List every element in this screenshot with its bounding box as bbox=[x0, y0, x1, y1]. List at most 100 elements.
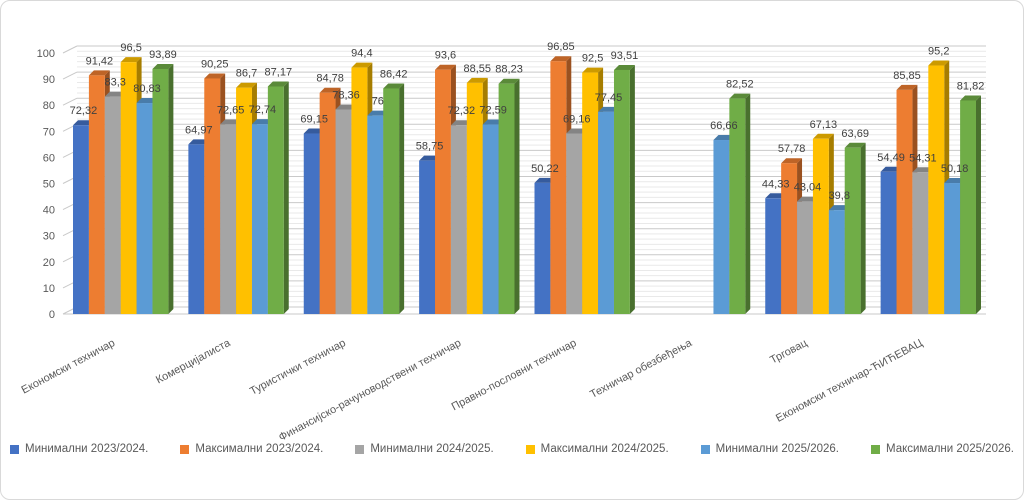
bar-front-face bbox=[828, 210, 845, 314]
value-label: 69,16 bbox=[563, 113, 591, 125]
y-axis-tick-label: 10 bbox=[43, 283, 55, 295]
legend-item-3[interactable]: Минимални 2024/2025. bbox=[355, 443, 494, 455]
bar-top-face bbox=[220, 119, 242, 125]
legend-item-4[interactable]: Максимални 2024/2025. bbox=[525, 443, 669, 455]
legend-label: Максимални 2025/2026. bbox=[885, 443, 1014, 455]
bar-top-face bbox=[152, 63, 174, 69]
value-label: 72,32 bbox=[70, 105, 98, 117]
bar-top-face bbox=[335, 104, 357, 110]
bar-top-face bbox=[613, 64, 635, 70]
bar-front-face bbox=[912, 172, 929, 314]
bar-front-face bbox=[944, 183, 961, 314]
bar-front-face bbox=[781, 163, 798, 314]
bar-front-face bbox=[351, 67, 368, 314]
value-label: 87,17 bbox=[265, 66, 293, 78]
bar[interactable] bbox=[844, 142, 866, 314]
bar-front-face bbox=[498, 83, 515, 315]
y-axis-tick-label: 80 bbox=[43, 100, 55, 112]
value-label: 72,74 bbox=[249, 104, 277, 116]
bar-side-face bbox=[399, 83, 405, 314]
bar-top-face bbox=[204, 73, 226, 79]
legend-item-6[interactable]: Максимални 2025/2026. bbox=[870, 443, 1014, 455]
bar-front-face bbox=[73, 125, 89, 314]
value-label: 66,66 bbox=[710, 120, 738, 132]
value-label: 72,32 bbox=[448, 105, 476, 117]
bar-front-face bbox=[236, 87, 252, 314]
bar-top-face bbox=[498, 78, 520, 84]
bar-top-face bbox=[104, 91, 126, 97]
bar-front-face bbox=[88, 75, 105, 314]
bar-top-face bbox=[450, 120, 472, 126]
bar-front-face bbox=[204, 78, 221, 314]
value-label: 82,52 bbox=[726, 79, 754, 91]
category-label: Комерцијалиста bbox=[154, 337, 233, 387]
value-label: 83,3 bbox=[105, 77, 126, 89]
legend-label: Минимални 2025/2026. bbox=[715, 443, 839, 455]
legend-swatch-icon bbox=[525, 444, 535, 454]
bar-side-face bbox=[168, 63, 174, 315]
bar-side-face bbox=[860, 142, 866, 314]
legend-swatch-icon bbox=[355, 444, 365, 454]
bar-top-face bbox=[896, 84, 918, 90]
wall-diagonal bbox=[62, 45, 78, 54]
value-label: 94,4 bbox=[351, 48, 372, 60]
category-label: Техничар обезбеђења bbox=[588, 337, 695, 401]
bar-side-face bbox=[283, 81, 289, 314]
value-label: 58,75 bbox=[416, 141, 444, 153]
bar-side-face bbox=[745, 93, 751, 314]
bar-front-face bbox=[383, 88, 400, 314]
y-axis-tick-label: 70 bbox=[43, 126, 55, 138]
bar-top-face bbox=[797, 196, 818, 202]
category-label: Туристички техничар bbox=[248, 337, 348, 398]
bar-front-face bbox=[613, 69, 630, 314]
bar-top-face bbox=[960, 95, 981, 101]
bar-top-face bbox=[482, 119, 504, 125]
bar-front-face bbox=[220, 124, 237, 314]
legend-item-2[interactable]: Максимални 2023/2024. bbox=[180, 443, 323, 455]
bar[interactable] bbox=[498, 78, 520, 315]
bar[interactable] bbox=[729, 93, 751, 314]
legend-swatch-icon bbox=[10, 444, 20, 454]
bar-side-face bbox=[629, 64, 635, 314]
y-axis-tick-label: 90 bbox=[43, 74, 55, 86]
value-label: 86,42 bbox=[380, 68, 408, 80]
bar-top-face bbox=[534, 177, 556, 183]
bar[interactable] bbox=[152, 63, 174, 315]
value-label: 96,5 bbox=[120, 42, 141, 54]
bar-front-face bbox=[466, 82, 483, 315]
value-label: 93,6 bbox=[435, 50, 456, 62]
bar[interactable] bbox=[613, 64, 635, 314]
value-label: 63,69 bbox=[841, 128, 869, 140]
value-label: 72,65 bbox=[217, 104, 245, 116]
bar[interactable] bbox=[267, 81, 289, 314]
bar-front-face bbox=[729, 98, 746, 314]
bar[interactable] bbox=[383, 83, 405, 314]
legend-swatch-icon bbox=[870, 444, 880, 454]
legend-item-1[interactable]: Минимални 2023/2024. bbox=[10, 443, 148, 455]
bar-top-face bbox=[319, 87, 341, 93]
bar-front-face bbox=[267, 86, 284, 314]
category-label: Финансијско-рачуноводствени техничар bbox=[277, 337, 463, 444]
legend-swatch-icon bbox=[700, 444, 710, 454]
bar[interactable] bbox=[960, 95, 981, 314]
value-label: 93,51 bbox=[611, 50, 639, 62]
bar-top-face bbox=[880, 166, 902, 172]
bar-front-face bbox=[928, 65, 945, 314]
bar-front-face bbox=[136, 103, 153, 315]
y-axis-tick-label: 60 bbox=[43, 152, 55, 164]
bar-top-face bbox=[236, 82, 257, 88]
bar-top-face bbox=[367, 110, 389, 116]
bar-front-face bbox=[812, 138, 829, 314]
bar-front-face bbox=[482, 124, 499, 314]
bar-top-face bbox=[781, 158, 803, 164]
bar-top-face bbox=[120, 57, 142, 63]
bar-front-face bbox=[844, 147, 861, 314]
value-label: 81,82 bbox=[957, 80, 985, 92]
y-axis-tick-label: 30 bbox=[43, 231, 55, 243]
category-label: Правно-пословни техничар bbox=[450, 337, 579, 413]
bar-top-face bbox=[466, 77, 488, 83]
legend-item-5[interactable]: Минимални 2025/2026. bbox=[700, 443, 839, 455]
y-axis-tick-label: 100 bbox=[37, 48, 55, 60]
